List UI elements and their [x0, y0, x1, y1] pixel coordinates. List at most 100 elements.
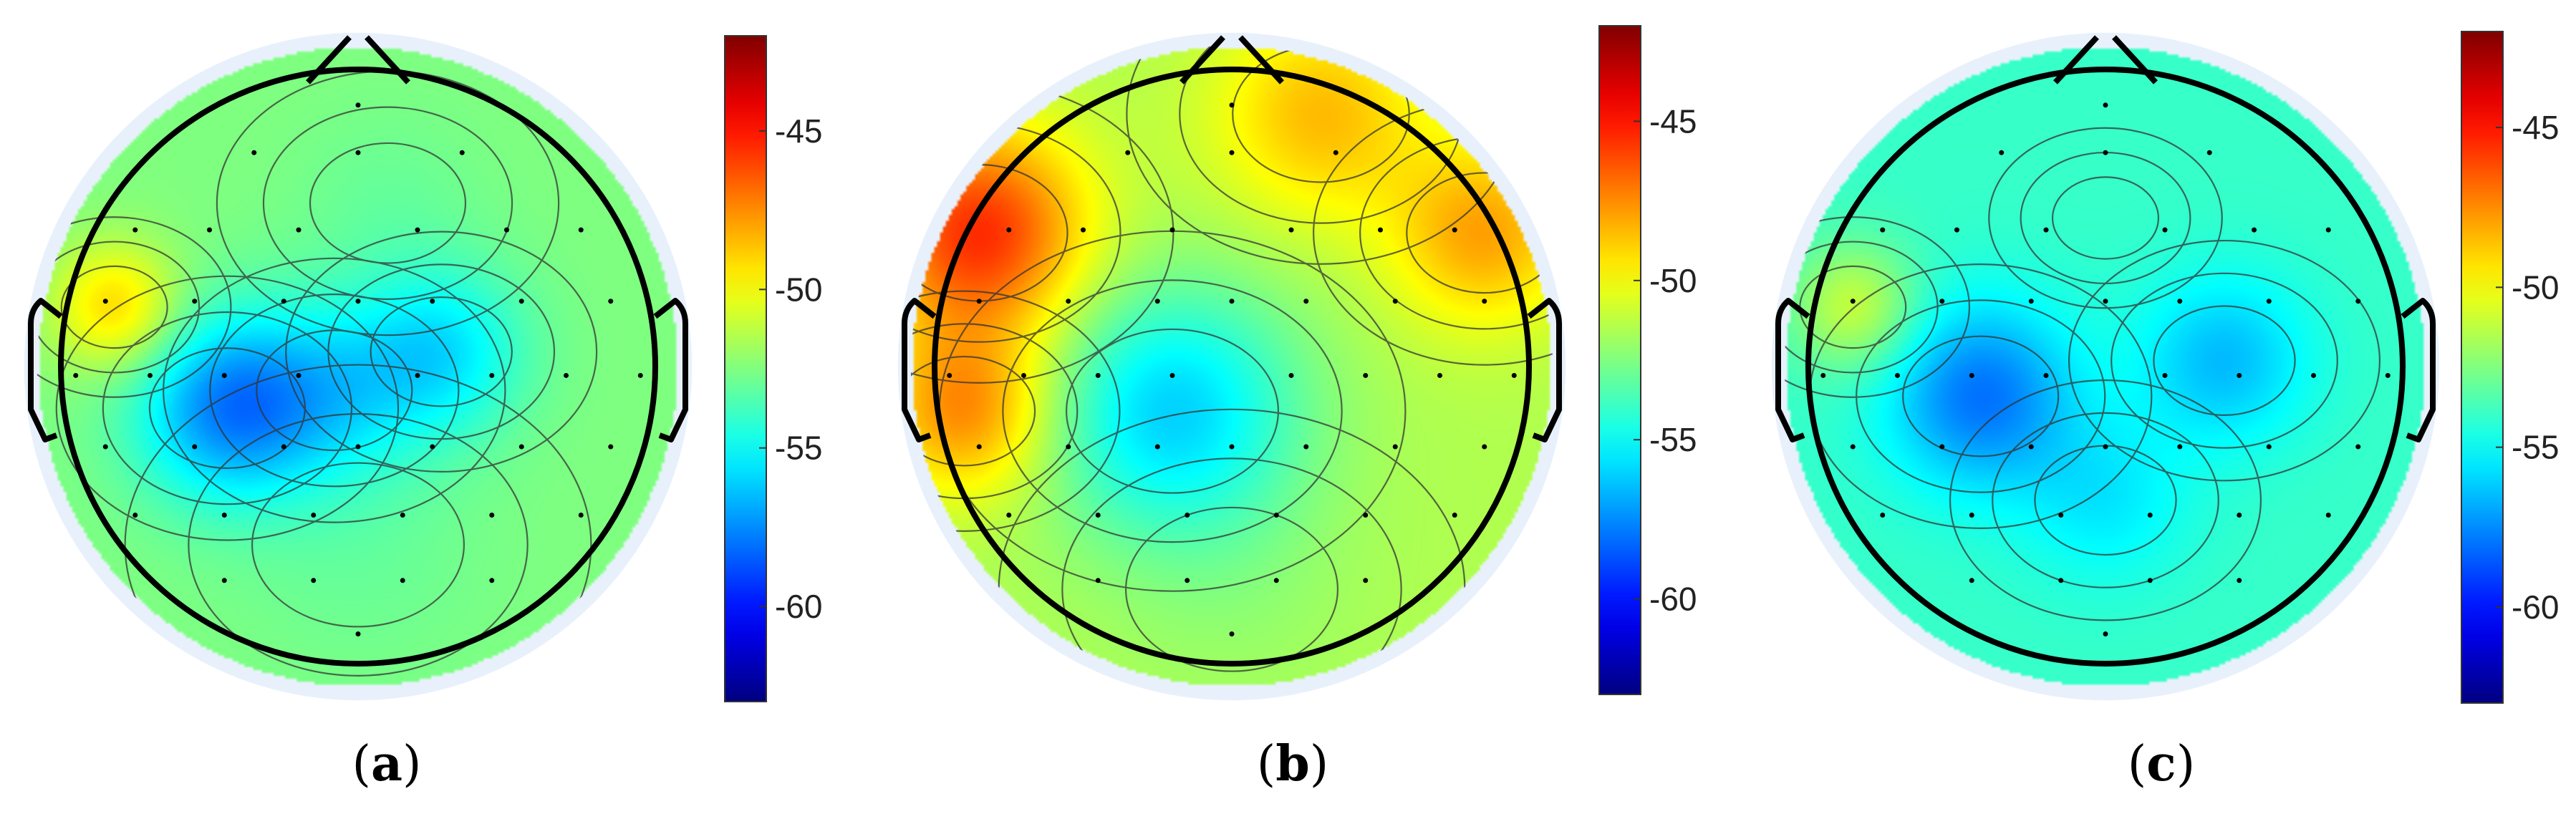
- nose-outline: [1180, 35, 1284, 84]
- electrode-dot: [221, 513, 227, 518]
- electrode-dot: [281, 444, 286, 450]
- electrode-dot: [221, 578, 227, 583]
- electrode-dot: [2311, 372, 2316, 378]
- electrode-dot: [1081, 227, 1086, 233]
- contour-line: [163, 257, 506, 523]
- electrode-dot: [1288, 372, 1294, 378]
- right-ear-outline: [2401, 298, 2436, 442]
- electrode-dot: [578, 513, 584, 518]
- electrode-dot: [1880, 513, 1886, 518]
- electrode-dot: [1954, 227, 1959, 233]
- electrode-dot: [1288, 227, 1294, 233]
- electrode-dot: [2028, 444, 2034, 450]
- electrode-dot: [2058, 578, 2064, 583]
- electrode-dot: [637, 372, 643, 378]
- electrode-dot: [1880, 227, 1886, 233]
- contour-line: [1124, 506, 1339, 672]
- electrode-dot: [430, 299, 435, 304]
- electrode-dot: [2177, 444, 2183, 450]
- contour-line: [60, 265, 168, 349]
- electrode-dot: [1229, 299, 1235, 304]
- electrode-dot: [148, 372, 153, 378]
- electrode-dot: [1273, 578, 1279, 583]
- colorbar-tick-label: -55: [1649, 421, 1697, 458]
- colorbar-tick-label: -50: [1649, 262, 1697, 299]
- colorbar-tick-label: -60: [2512, 588, 2559, 626]
- electrode-dot: [1006, 513, 1012, 518]
- electrode-dot: [1452, 227, 1457, 233]
- colorbar-tick-label: -60: [1649, 581, 1697, 618]
- electrode-dot: [132, 227, 138, 233]
- electrode-dot: [1066, 444, 1071, 450]
- electrode-dot: [355, 299, 361, 304]
- electrode-dot: [2237, 578, 2242, 583]
- electrode-dot: [1850, 299, 1856, 304]
- head-outline: [1805, 67, 2406, 667]
- contour-lines: [37, 70, 598, 688]
- electrode-dot: [1378, 227, 1383, 233]
- right-ear-outline: [1527, 298, 1562, 442]
- electrode-dot: [2355, 299, 2361, 304]
- electrode-dot: [459, 150, 465, 155]
- electrode-dot: [2162, 372, 2168, 378]
- contour-line: [2068, 239, 2381, 482]
- electrode-dot: [400, 513, 405, 518]
- electrode-dot: [73, 372, 79, 378]
- electrode-dot: [2103, 150, 2108, 155]
- colorbar: -45 -50 -55 -60: [724, 35, 822, 702]
- right-ear-outline: [653, 298, 688, 442]
- electrode-dot: [355, 444, 361, 450]
- electrode-dot: [355, 150, 361, 155]
- contour-line: [55, 275, 400, 541]
- electrode-dot: [1169, 372, 1175, 378]
- electrode-dot: [400, 578, 405, 583]
- electrode-dot: [1969, 578, 1974, 583]
- electrode-dot: [415, 372, 420, 378]
- electrode-dot: [2103, 102, 2108, 108]
- electrode-dot: [1969, 372, 1974, 378]
- electrode-dot: [296, 227, 302, 233]
- panel-label-letter: c: [2146, 735, 2176, 793]
- electrode-dot: [1229, 631, 1235, 636]
- nose-outline: [2053, 35, 2158, 84]
- left-ear-outline: [1775, 298, 1810, 442]
- contour-line: [37, 241, 201, 374]
- electrode-markers: [947, 102, 1517, 636]
- colorbar-tick-label: -45: [2512, 109, 2559, 146]
- electrode-dot: [2206, 150, 2212, 155]
- electrode-dot: [1095, 578, 1101, 583]
- contour-line: [1949, 379, 2262, 621]
- contour-line: [1988, 127, 2223, 309]
- electrode-dot: [207, 227, 212, 233]
- electrode-dot: [518, 444, 524, 450]
- panel-label-open: (: [352, 736, 371, 793]
- electrode-dot: [2058, 513, 2064, 518]
- electrode-dot: [2043, 372, 2049, 378]
- electrode-dot: [1125, 150, 1131, 155]
- electrode-dot: [296, 372, 302, 378]
- colorbar-tick-label: -50: [775, 271, 822, 308]
- electrode-dot: [1482, 444, 1487, 450]
- electrode-dot: [1095, 372, 1101, 378]
- electrode-dot: [489, 372, 495, 378]
- electrode-dot: [1303, 444, 1309, 450]
- contour-line: [251, 462, 465, 628]
- colorbar: -45 -50 -55 -60: [1598, 25, 1697, 695]
- colorbar-gradient: [2461, 31, 2504, 704]
- contour-line: [910, 355, 1036, 467]
- electrode-dot: [608, 299, 614, 304]
- electrode-dot: [1363, 513, 1369, 518]
- contour-line: [1784, 241, 1939, 374]
- electrode-dot: [2043, 227, 2049, 233]
- electrode-dot: [1303, 299, 1309, 304]
- electrode-dot: [1820, 372, 1826, 378]
- power-heatmap: [910, 45, 1553, 688]
- electrode-dot: [2266, 444, 2272, 450]
- contour-line: [1065, 328, 1280, 494]
- electrode-dot: [355, 631, 361, 636]
- electrode-dot: [1363, 578, 1369, 583]
- topoplot-panel-c: -45 -50 -55 -60 (c): [1771, 31, 2559, 793]
- electrode-dot: [1229, 150, 1235, 155]
- colorbar-tick-label: -45: [775, 112, 822, 150]
